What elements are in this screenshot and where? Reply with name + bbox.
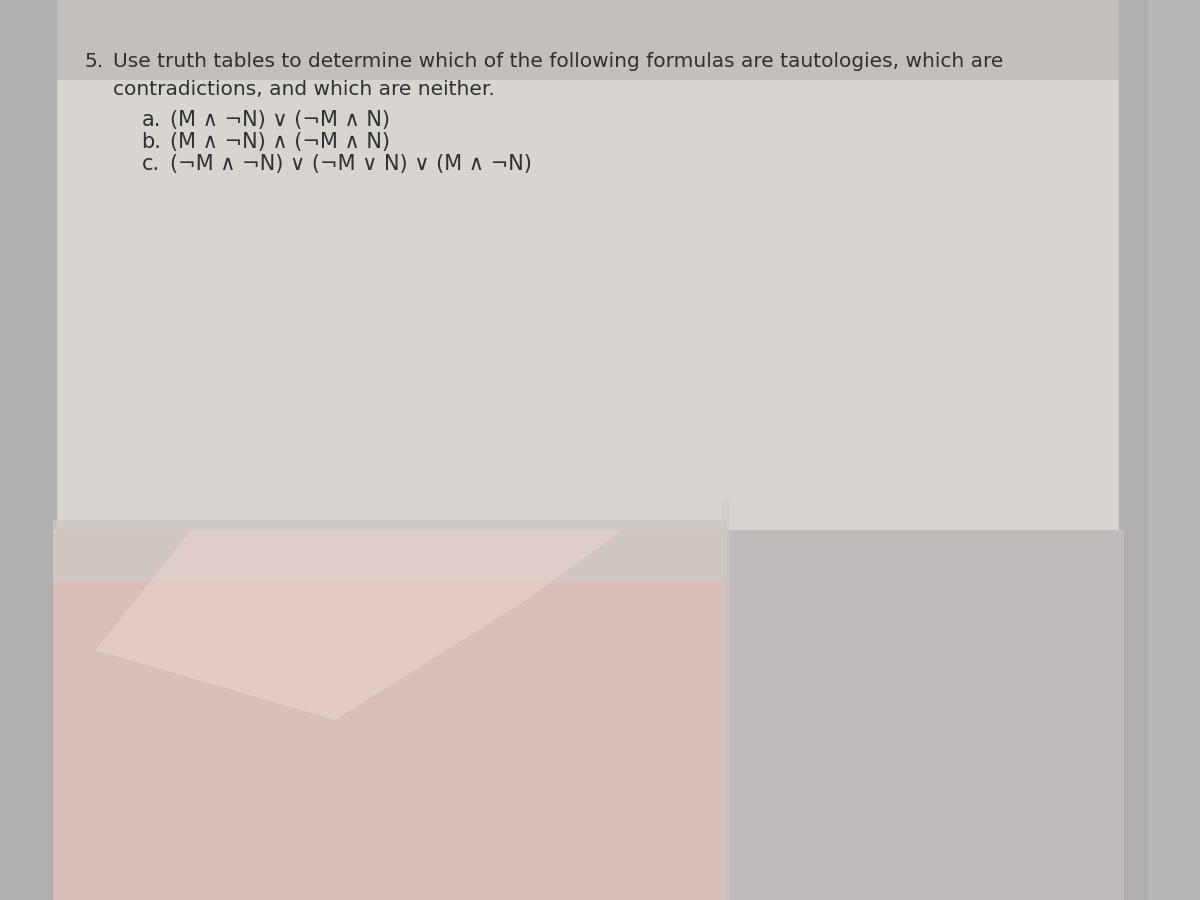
Bar — [722, 500, 730, 900]
Bar — [727, 530, 1124, 900]
Bar — [1120, 0, 1148, 900]
Text: c.: c. — [142, 154, 160, 174]
Bar — [0, 0, 58, 900]
Text: (¬M ∧ ¬N) ∨ (¬M ∨ N) ∨ (M ∧ ¬N): (¬M ∧ ¬N) ∨ (¬M ∨ N) ∨ (M ∧ ¬N) — [170, 154, 532, 174]
Text: a.: a. — [142, 110, 161, 130]
Bar — [53, 520, 727, 580]
Bar — [53, 550, 727, 900]
Text: (M ∧ ¬N) ∧ (¬M ∧ N): (M ∧ ¬N) ∧ (¬M ∧ N) — [170, 132, 390, 152]
Bar — [53, 530, 727, 900]
Text: (M ∧ ¬N) ∨ (¬M ∧ N): (M ∧ ¬N) ∨ (¬M ∧ N) — [170, 110, 390, 130]
Bar — [53, 0, 1124, 570]
Text: contradictions, and which are neither.: contradictions, and which are neither. — [113, 80, 494, 99]
Text: b.: b. — [142, 132, 162, 152]
Polygon shape — [96, 530, 622, 720]
Bar — [53, 0, 1124, 570]
Text: Use truth tables to determine which of the following formulas are tautologies, w: Use truth tables to determine which of t… — [113, 52, 1003, 71]
Text: 5.: 5. — [84, 52, 103, 71]
Bar — [53, 0, 1124, 570]
Bar — [0, 0, 1148, 80]
